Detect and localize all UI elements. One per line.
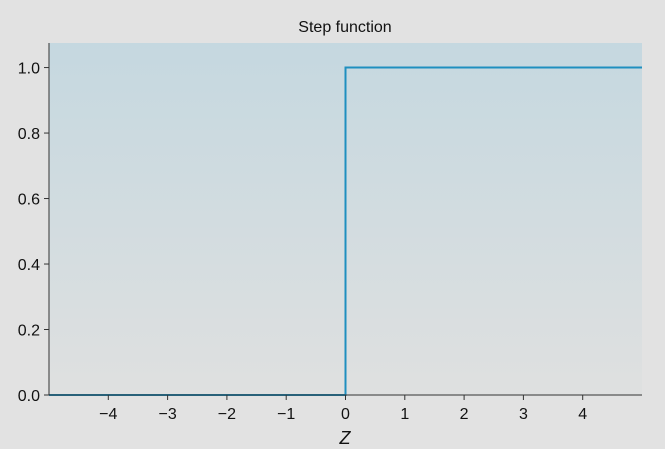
y-tick-label: 0.8 bbox=[18, 126, 40, 143]
x-tick-label: −1 bbox=[277, 406, 295, 423]
y-tick-label: 0.0 bbox=[18, 388, 40, 405]
y-tick-label: 0.2 bbox=[18, 323, 40, 340]
x-tick-label: −3 bbox=[158, 406, 176, 423]
y-tick-label: 0.4 bbox=[18, 257, 40, 274]
x-tick-label: −2 bbox=[218, 406, 236, 423]
chart-title: Step function bbox=[298, 19, 391, 36]
x-tick-label: −4 bbox=[99, 406, 117, 423]
x-tick-label: 2 bbox=[460, 406, 469, 423]
x-tick-label: 0 bbox=[341, 406, 350, 423]
y-tick-label: 0.6 bbox=[18, 192, 40, 209]
x-tick-label: 4 bbox=[578, 406, 587, 423]
x-tick-label: 3 bbox=[519, 406, 528, 423]
y-tick-label: 1.0 bbox=[18, 61, 40, 78]
x-tick-label: 1 bbox=[400, 406, 409, 423]
x-axis-label: Z bbox=[339, 428, 352, 444]
